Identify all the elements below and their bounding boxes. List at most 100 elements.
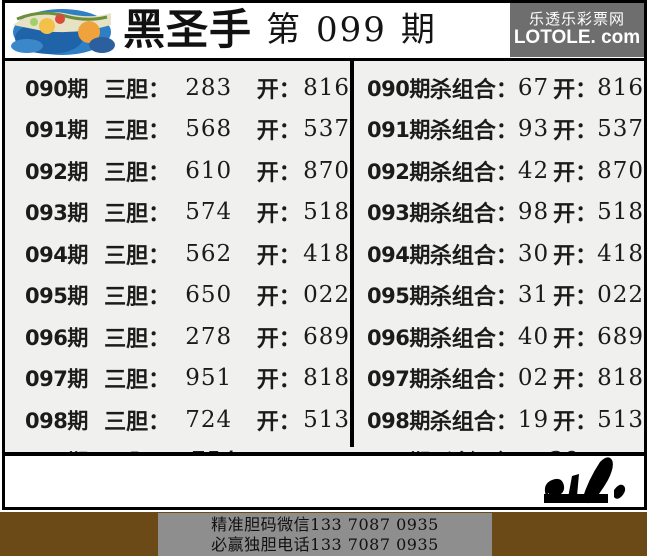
table-row: 093期 三胆： 574 开： 518	[5, 192, 350, 234]
row-pick-value: 98	[517, 199, 550, 226]
table-row: 091期 杀组合： 93 开： 537	[354, 109, 644, 151]
row-open-label: 开：	[256, 119, 301, 145]
prediction-tables: 090期 三胆： 283 开： 816 091期 三胆： 568 开： 537 092期 三胆： 610…	[5, 61, 644, 476]
table-row: 096期 杀组合： 40 开： 689	[354, 316, 644, 358]
row-open-value: 689	[303, 323, 350, 350]
row-pick-label: 杀组合：	[429, 119, 518, 145]
table-row: 092期 杀组合： 42 开： 870	[354, 150, 644, 192]
row-pick-label: 杀组合：	[429, 160, 518, 186]
row-open-label: 开：	[553, 243, 598, 269]
row-pick-value: 568	[185, 116, 233, 143]
row-open-value: 513	[303, 406, 350, 433]
row-open-value: 418	[597, 240, 644, 267]
table-row: 098期 杀组合： 19 开： 513	[354, 399, 644, 441]
row-issue: 091期	[367, 118, 430, 143]
brand-title: 黑圣手	[123, 5, 253, 54]
watermark-cn-text: 乐透乐彩票网	[528, 10, 625, 29]
row-open-label: 开：	[256, 368, 301, 394]
row-open-value: 816	[597, 74, 644, 101]
table-row: 095期 杀组合： 31 开： 022	[354, 275, 644, 317]
row-open-label: 开：	[256, 77, 301, 103]
footer-phone-line: 必赢独胆电话133 7087 0935	[211, 534, 439, 554]
row-pick-value: 283	[185, 74, 233, 101]
row-open-label: 开：	[256, 285, 301, 311]
row-pick-value: 19	[517, 406, 550, 433]
row-open-value: 537	[597, 116, 644, 143]
row-issue: 091期	[25, 118, 88, 143]
row-open-value: 518	[597, 199, 644, 226]
row-issue: 097期	[25, 367, 88, 392]
row-pick-value: 93	[517, 116, 550, 143]
table-row: 090期 杀组合： 67 开： 816	[354, 67, 644, 109]
row-pick-label: 杀组合：	[429, 77, 518, 103]
row-open-value: 022	[597, 282, 644, 309]
row-open-value: 689	[597, 323, 644, 350]
row-issue: 093期	[25, 201, 88, 226]
left-table-three-dan: 090期 三胆： 283 开： 816 091期 三胆： 568 开： 537 092期 三胆： 610…	[5, 61, 354, 476]
row-pick-label: 三胆：	[104, 77, 171, 103]
row-open-label: 开：	[553, 77, 598, 103]
colorful-circle-logo-icon	[7, 5, 117, 57]
row-pick-value: 574	[185, 199, 233, 226]
row-pick-label: 三胆：	[104, 326, 171, 352]
row-open-value: 518	[303, 199, 350, 226]
watermark-en-text: LOTOLE. com	[513, 26, 641, 48]
row-open-value: 022	[303, 282, 350, 309]
row-pick-label: 三胆：	[104, 409, 171, 435]
row-open-label: 开：	[553, 368, 598, 394]
row-pick-value: 42	[517, 157, 550, 184]
table-row: 097期 三胆： 951 开： 818	[5, 358, 350, 400]
row-issue: 095期	[25, 284, 88, 309]
row-open-value: 818	[303, 365, 350, 392]
row-open-label: 开：	[256, 326, 301, 352]
row-issue: 090期	[25, 76, 88, 101]
row-pick-label: 三胆：	[104, 243, 171, 269]
issue-prefix: 第	[266, 10, 303, 50]
row-pick-label: 杀组合：	[429, 326, 518, 352]
row-pick-label: 杀组合：	[429, 243, 518, 269]
row-pick-value: 30	[517, 240, 550, 267]
row-issue: 090期	[367, 76, 430, 101]
row-pick-value: 951	[185, 365, 233, 392]
row-open-value: 816	[303, 74, 350, 101]
row-pick-label: 三胆：	[104, 202, 171, 228]
row-open-value: 818	[597, 365, 644, 392]
table-row: 096期 三胆： 278 开： 689	[5, 316, 350, 358]
issue-suffix: 期	[400, 10, 437, 50]
row-pick-value: 724	[185, 406, 233, 433]
site-watermark: 乐透乐彩票网 LOTOLE. com	[510, 3, 644, 57]
row-pick-label: 三胆：	[104, 119, 171, 145]
row-open-label: 开：	[553, 409, 598, 435]
right-table-kill-combo: 090期 杀组合： 67 开： 816 091期 杀组合： 93 开： 537 092期 杀组合： 42…	[354, 61, 644, 476]
row-pick-value: 610	[185, 157, 233, 184]
table-row: 097期 杀组合： 02 开： 818	[354, 358, 644, 400]
main-card: 黑圣手 第 099 期 乐透乐彩票网 LOTOLE. com 090期 三胆： 28…	[2, 0, 647, 510]
row-open-value: 537	[303, 116, 350, 143]
row-pick-value: 40	[517, 323, 550, 350]
row-pick-label: 三胆：	[104, 285, 171, 311]
table-row: 091期 三胆： 568 开： 537	[5, 109, 350, 151]
row-pick-label: 杀组合：	[429, 409, 518, 435]
issue-number: 099	[316, 10, 387, 50]
row-issue: 098期	[367, 408, 430, 433]
footer-wechat-line: 精准胆码微信133 7087 0935	[211, 515, 439, 535]
row-pick-value: 67	[517, 74, 550, 101]
row-open-label: 开：	[256, 243, 301, 269]
row-issue: 093期	[367, 201, 430, 226]
table-row: 093期 杀组合： 98 开： 518	[354, 192, 644, 234]
table-row: 094期 三胆： 562 开： 418	[5, 233, 350, 275]
row-open-label: 开：	[553, 202, 598, 228]
row-issue: 092期	[25, 159, 88, 184]
row-pick-label: 杀组合：	[429, 368, 518, 394]
row-open-label: 开：	[553, 326, 598, 352]
row-issue: 098期	[25, 408, 88, 433]
row-pick-label: 三胆：	[104, 368, 171, 394]
row-issue: 094期	[367, 242, 430, 267]
row-pick-label: 杀组合：	[429, 285, 518, 311]
row-issue: 092期	[367, 159, 430, 184]
row-issue: 095期	[367, 284, 430, 309]
table-row: 092期 三胆： 610 开： 870	[5, 150, 350, 192]
table-row: 098期 三胆： 724 开： 513	[5, 399, 350, 441]
row-open-label: 开：	[553, 285, 598, 311]
